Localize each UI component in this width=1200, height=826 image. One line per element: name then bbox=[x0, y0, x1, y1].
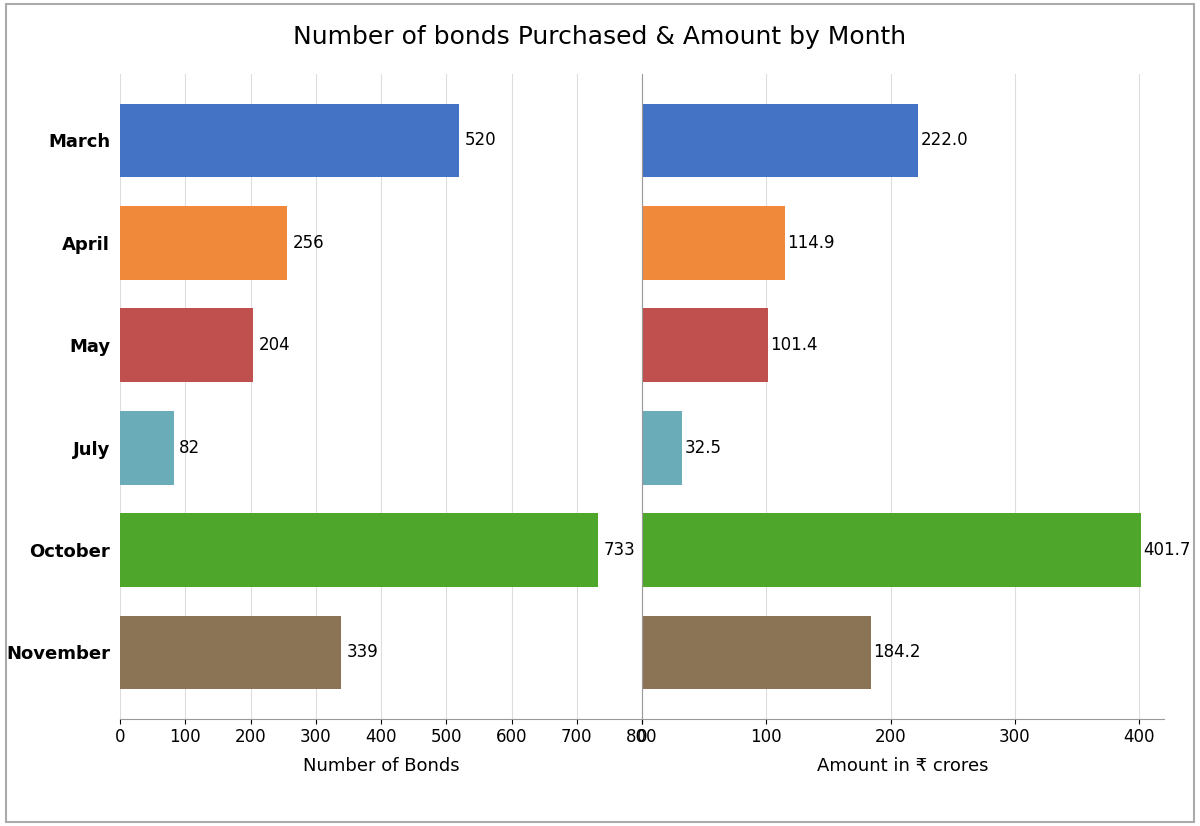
Text: 32.5: 32.5 bbox=[685, 439, 722, 457]
Text: 256: 256 bbox=[293, 234, 324, 252]
Text: 222.0: 222.0 bbox=[920, 131, 968, 150]
Text: 339: 339 bbox=[347, 643, 378, 662]
Bar bbox=[120, 615, 341, 690]
Text: 82: 82 bbox=[179, 439, 200, 457]
Bar bbox=[120, 411, 174, 485]
X-axis label: Number of Bonds: Number of Bonds bbox=[302, 757, 460, 776]
Bar bbox=[642, 513, 1141, 587]
Text: 114.9: 114.9 bbox=[787, 234, 835, 252]
Bar bbox=[642, 103, 918, 178]
Bar bbox=[120, 103, 460, 178]
Bar bbox=[642, 411, 683, 485]
Text: 184.2: 184.2 bbox=[874, 643, 920, 662]
Text: 401.7: 401.7 bbox=[1144, 541, 1192, 559]
X-axis label: Amount in ₹ crores: Amount in ₹ crores bbox=[817, 757, 989, 776]
Bar bbox=[120, 308, 253, 382]
Text: Number of bonds Purchased & Amount by Month: Number of bonds Purchased & Amount by Mo… bbox=[294, 25, 906, 49]
Bar bbox=[120, 513, 599, 587]
Bar bbox=[642, 206, 785, 280]
Text: 520: 520 bbox=[464, 131, 496, 150]
Text: 204: 204 bbox=[258, 336, 290, 354]
Text: 733: 733 bbox=[604, 541, 635, 559]
Bar bbox=[120, 206, 287, 280]
Bar bbox=[642, 308, 768, 382]
Text: 101.4: 101.4 bbox=[770, 336, 818, 354]
Bar bbox=[642, 615, 871, 690]
